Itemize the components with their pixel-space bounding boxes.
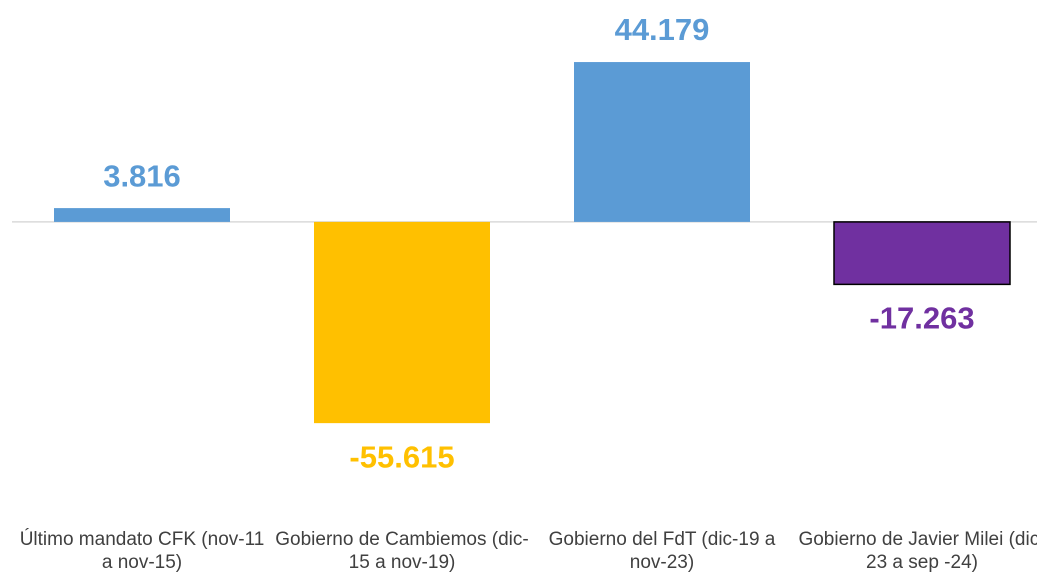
bar bbox=[833, 221, 1011, 286]
bar bbox=[54, 208, 230, 222]
bar bbox=[314, 221, 490, 424]
x-tick-label: Último mandato CFK (nov-11 a nov-15) bbox=[19, 529, 265, 572]
value-label: -55.615 bbox=[349, 439, 454, 474]
x-tick-label: Gobierno de Javier Milei (dic-23 a sep -… bbox=[798, 529, 1037, 572]
x-tick-label: Gobierno de Cambiemos (dic-15 a nov-19) bbox=[275, 529, 529, 572]
bar bbox=[574, 62, 750, 222]
value-label: -17.263 bbox=[869, 301, 974, 336]
value-label: 44.179 bbox=[615, 12, 710, 47]
value-label: 3.816 bbox=[103, 158, 181, 193]
x-tick-label: Gobierno del FdT (dic-19 a nov-23) bbox=[548, 529, 776, 572]
